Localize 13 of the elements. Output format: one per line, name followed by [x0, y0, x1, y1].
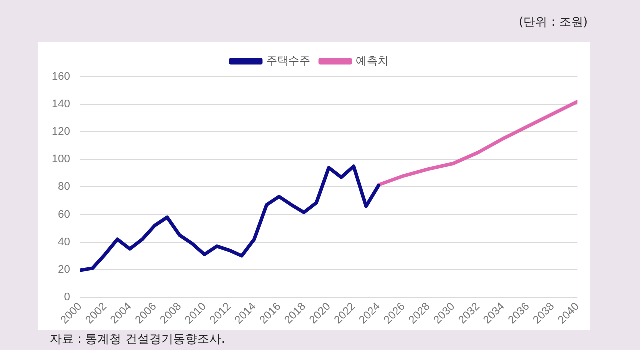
- legend-label: 예측치: [356, 54, 389, 68]
- y-tick-label: 80: [58, 181, 70, 194]
- y-tick-label: 120: [52, 126, 70, 138]
- y-tick-label: 100: [52, 154, 70, 166]
- legend-label: 주택수주: [266, 54, 310, 68]
- y-tick-label: 160: [52, 71, 70, 84]
- y-tick-label: 60: [58, 208, 70, 221]
- y-tick-label: 20: [58, 264, 70, 276]
- y-tick-label: 0: [64, 291, 70, 304]
- y-tick-label: 40: [58, 236, 70, 248]
- text: 자료 : 통계청 건설경기동향조사.: [50, 331, 226, 348]
- y-tick-label: 140: [52, 98, 70, 111]
- text: (단위 : 조원): [518, 14, 588, 31]
